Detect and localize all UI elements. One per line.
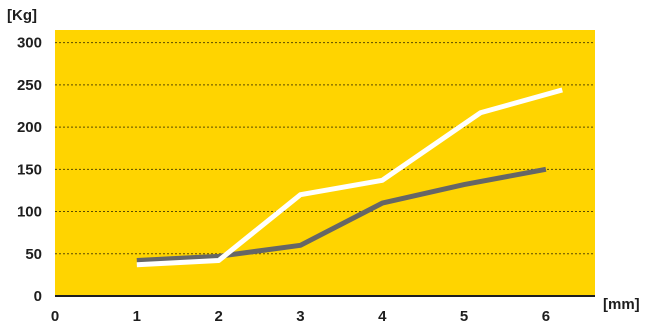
grid-lines: [55, 42, 595, 255]
y-tick-label: 250: [17, 77, 42, 94]
x-tick-label: 1: [133, 308, 141, 325]
y-tick-label: 100: [17, 204, 42, 221]
x-tick-label: 4: [378, 308, 387, 325]
x-tick-labels: 0 1 2 3 4 5 6: [51, 308, 550, 325]
x-tick-label: 3: [296, 308, 304, 325]
series-line-2: [136, 87, 563, 268]
y-tick-label: 0: [34, 288, 42, 305]
x-tick-label: 5: [460, 308, 468, 325]
series-lines: [136, 87, 563, 268]
plot-background: [55, 30, 595, 296]
y-tick-label: 300: [17, 35, 42, 52]
y-axis-label: [Kg]: [7, 7, 37, 24]
y-tick-label: 50: [25, 246, 42, 263]
x-axis-label: [mm]: [603, 296, 640, 313]
y-tick-label: 200: [17, 119, 42, 136]
y-tick-label: 150: [17, 161, 42, 178]
series-line-1: [136, 166, 547, 264]
x-tick-label: 2: [214, 308, 222, 325]
x-tick-label: 0: [51, 308, 59, 325]
y-tick-labels: 0 50 100 150 200 250 300: [17, 35, 42, 305]
x-tick-label: 6: [542, 308, 550, 325]
